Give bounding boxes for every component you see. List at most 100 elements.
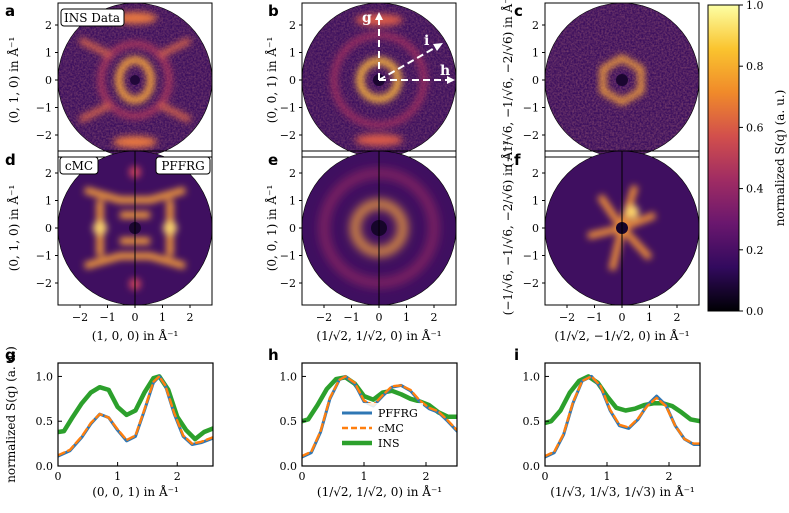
map-xtick-label: −1: [343, 311, 359, 324]
colorbar-tick-label: 0.2: [746, 244, 764, 257]
ytick-label: 1.0: [280, 370, 298, 383]
map-ytick-label: −2: [36, 129, 52, 142]
map-ytick-label: 0: [45, 74, 52, 87]
map-xtick-label: 1: [159, 311, 166, 324]
map-xtick-label: 2: [431, 311, 438, 324]
map-axis-labels: (0, 1, 0) in Å⁻¹ (0, 0, 1) in Å⁻¹ (−1/√6…: [6, 0, 690, 343]
colorbar-tick-label: 0.8: [746, 60, 764, 73]
legend-label-ins: INS: [378, 437, 400, 450]
xlabel-e: (1/√2, 1/√2, 0) in Å⁻¹: [316, 328, 441, 343]
colorbar: 0.0 0.2 0.4 0.6 0.8 1.0 normalized S(q) (a. u…: [707, 0, 787, 318]
ins-data-badge: [60, 8, 125, 27]
plot-frame: [544, 362, 701, 467]
pffrg-badge: [155, 156, 211, 175]
map-xtick-label: −1: [586, 311, 602, 324]
ylabel-f: (−1/√6, −1/√6, −2/√6) in Å⁻¹: [500, 141, 515, 316]
ytick-label: 1.0: [523, 370, 541, 383]
series-cmc-line: [302, 375, 457, 458]
legend-label-pffrg: PFFRG: [378, 407, 418, 420]
cmc-badge: [59, 156, 99, 175]
xtick-label: 1: [361, 470, 368, 483]
colorbar-label: normalized S(q) (a. u.): [773, 90, 787, 227]
series-ins-line: [545, 374, 700, 426]
legend: PFFRG cMC INS: [339, 403, 423, 453]
ytick-label: 0.5: [523, 415, 541, 428]
vector-g-label: g: [362, 10, 372, 26]
panel-b: b g i h: [268, 2, 457, 158]
ytick-label: 0.0: [523, 460, 541, 473]
map-ytick-label: −1: [36, 250, 52, 263]
panel-label-c: c: [514, 2, 523, 20]
map-ytick-label: 1: [532, 47, 539, 60]
xtick-label: 0: [299, 470, 306, 483]
map-tick-labels: 2 1 0 −1 −2 2 1 0 −1 −2 2 1 0 −1 −2 2 1 0 −1 −2 −2 −1 0 1 2 2 1 0 −1…: [36, 19, 681, 324]
map-ytick-label: 2: [289, 19, 296, 32]
panel-e: e: [268, 150, 457, 306]
ytick-label: 0.5: [36, 415, 54, 428]
series-ins-line: [302, 375, 457, 424]
series-cmc-line: [58, 375, 213, 457]
panel-label-i: i: [514, 346, 519, 364]
map-ytick-label: −1: [523, 102, 539, 115]
legend-label-cmc: cMC: [378, 422, 404, 435]
map-ytick-label: 2: [532, 167, 539, 180]
pffrg-badge-label: PFFRG: [161, 159, 204, 173]
ylabel-c: (−1/√6, −1/√6, −2/√6) in Å⁻¹: [500, 0, 515, 167]
map-ytick-label: 1: [289, 195, 296, 208]
q-direction-arrows: g i h: [362, 10, 455, 84]
map-ytick-label: 1: [45, 195, 52, 208]
map-ytick-label: −2: [280, 129, 296, 142]
map-ytick-label: 0: [289, 74, 296, 87]
plot-frame: [57, 362, 214, 467]
map-ytick-label: −1: [523, 250, 539, 263]
colorbar-tick-label: 1.0: [746, 0, 764, 12]
map-xtick-label: 0: [132, 311, 139, 324]
xlabel-i: (1/√3, 1/√3, 1/√3) in Å⁻¹: [550, 484, 695, 499]
panel-label-d: d: [5, 151, 16, 169]
map-ytick-label: −2: [523, 277, 539, 290]
series-cmc-line: [545, 375, 700, 458]
map-xtick-label: −2: [559, 311, 575, 324]
xtick-label: 2: [174, 470, 181, 483]
ytick-label: 0.0: [36, 460, 54, 473]
panel-label-a: a: [5, 2, 15, 20]
map-ytick-label: 2: [289, 167, 296, 180]
map-ytick-label: 0: [532, 74, 539, 87]
colorbar-tick-label: 0.0: [746, 305, 764, 318]
map-ytick-label: −1: [280, 102, 296, 115]
xtick-label: 0: [55, 470, 62, 483]
map-xtick-label: 0: [376, 311, 383, 324]
map-ytick-label: 0: [45, 222, 52, 235]
map-xtick-label: 1: [646, 311, 653, 324]
series-pffrg-line: [58, 374, 213, 458]
ylabel-a: (0, 1, 0) in Å⁻¹: [6, 37, 21, 124]
map-ytick-label: 1: [45, 47, 52, 60]
ylabel-d: (0, 1, 0) in Å⁻¹: [6, 185, 21, 272]
panel-label-h: h: [268, 346, 279, 364]
panel-label-g: g: [5, 346, 16, 364]
ytick-label: 0.5: [280, 415, 298, 428]
map-xtick-label: −2: [316, 311, 332, 324]
panel-c: c: [514, 2, 700, 158]
map-xtick-label: −2: [72, 311, 88, 324]
map-ytick-label: −2: [280, 277, 296, 290]
vector-i-label: i: [424, 33, 429, 49]
xtick-label: 0: [542, 470, 549, 483]
map-ytick-label: −1: [280, 250, 296, 263]
panel-label-b: b: [268, 2, 279, 20]
xtick-label: 1: [114, 470, 121, 483]
cmc-badge-label: cMC: [65, 159, 93, 173]
panel-label-f: f: [514, 151, 521, 169]
map-ytick-label: 2: [532, 19, 539, 32]
line-plot-h: 0.0 0.5 1.0 0 1 2(1/√2, 1/√2, 0) in Å⁻¹ PFFRG c…: [280, 362, 458, 499]
series-ins-line: [58, 374, 213, 442]
xtick-label: 1: [604, 470, 611, 483]
map-xtick-label: −1: [99, 311, 115, 324]
map-xtick-label: 2: [674, 311, 681, 324]
ylabel-e: (0, 0, 1) in Å⁻¹: [264, 185, 279, 272]
ytick-label: 0.0: [280, 460, 298, 473]
map-xtick-label: 1: [403, 311, 410, 324]
colorbar-ticks: 0.0 0.2 0.4 0.6 0.8 1.0: [739, 0, 764, 318]
